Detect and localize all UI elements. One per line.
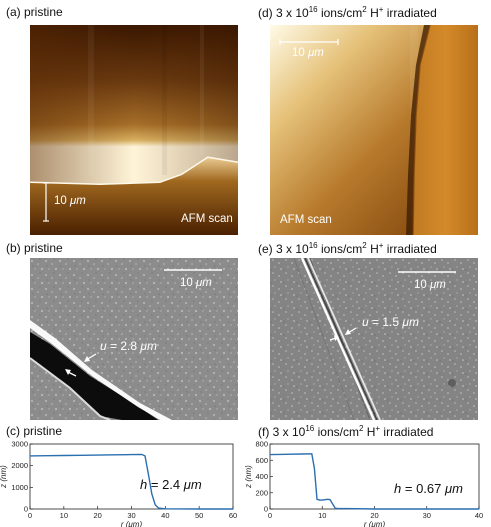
height-profile-chart-pristine: 0 10 20 30 40 50 60 0 1000 2000 3000 r (μm) z (nm) [0,440,237,527]
afm-topography-irradiated [270,25,478,235]
panel-b-label: (b) pristine [6,241,63,255]
chart-f-x-tick-label: 40 [475,511,483,520]
scale-label-a: 10 μm [54,195,86,207]
afm-scan-label-a: AFM scan [181,213,233,225]
chart-f-x-tick-label: 10 [318,511,326,520]
chart-f-y-axis-label: z (nm) [245,465,253,489]
width-annotation-e: u = 1.5 μm [362,315,419,329]
scale-bar-e [398,271,456,273]
sem-micrograph-pristine [30,258,238,420]
chart-c-profile-line [29,453,233,510]
chart-c-x-tick-label: 60 [229,511,237,520]
panel-c-label: (c) pristine [6,424,63,438]
scale-bar-d [279,39,339,45]
chart-c-x-tick-label: 40 [161,511,169,520]
chart-f-y-tick-label: 600 [255,456,268,465]
chart-c-x-axis-label: r (μm) [121,520,143,527]
chart-c-x-tick-label: 50 [195,511,203,520]
height-annotation-c: h = 2.4 μm [140,477,202,492]
scale-label-b: 10 μm [180,277,212,289]
width-annotation-b: u = 2.8 μm [100,339,157,353]
chart-f-x-axis-label: r (μm) [364,520,386,527]
panel-e-label: (e) 3 x 1016 ions/cm2 H+ irradiated [258,241,437,256]
chart-f-x-tick-label: 0 [268,511,272,520]
chart-f-profile-line [269,453,479,510]
chart-c-y-tick-label: 2000 [11,461,28,470]
width-arrows-e [329,327,357,341]
chart-c-x-tick-label: 20 [93,511,101,520]
chart-c-y-tick-label: 1000 [11,483,28,492]
scale-label-d: 10 μm [292,47,324,59]
chart-f-y-tick-label: 800 [255,440,268,449]
scale-bar-a [43,182,49,222]
afm-image-irradiated: 10 μm AFM scan [270,25,478,235]
chart-c-y-tick-label: 3000 [11,440,28,449]
chart-c-x-tick-label: 10 [60,511,68,520]
height-annotation-f: h = 0.67 μm [394,481,463,496]
width-arrows-b [65,353,97,377]
chart-c-x-tick-label: 0 [28,511,32,520]
chart-c-plot-frame [29,443,234,510]
chart-f-y-tick-label: 0 [264,505,268,514]
sem-micrograph-irradiated [270,258,478,420]
chart-c-x-tick-label: 30 [127,511,135,520]
chart-f-x-tick-label: 30 [423,511,431,520]
afm-topography-pristine [30,25,238,235]
chart-c-y-axis-label: z (nm) [0,465,8,489]
sem-image-irradiated: 10 μm u = 1.5 μm [270,258,478,420]
afm-scan-label-d: AFM scan [280,214,332,226]
scale-bar-b [164,269,222,271]
scale-label-e: 10 μm [414,279,446,291]
panel-d-label: (d) 3 x 1016 ions/cm2 H+ irradiated [258,5,437,20]
panel-f-label: (f) 3 x 1016 ions/cm2 H+ irradiated [258,424,434,439]
chart-f-y-tick-label: 200 [255,488,268,497]
afm-image-pristine: 10 μm AFM scan [30,25,238,235]
chart-f-x-tick-label: 20 [370,511,378,520]
sem-image-pristine: 10 μm u = 2.8 μm [30,258,238,420]
chart-c-y-tick-label: 0 [24,505,28,514]
panel-a-label: (a) pristine [6,5,63,19]
chart-f-y-tick-label: 400 [255,472,268,481]
